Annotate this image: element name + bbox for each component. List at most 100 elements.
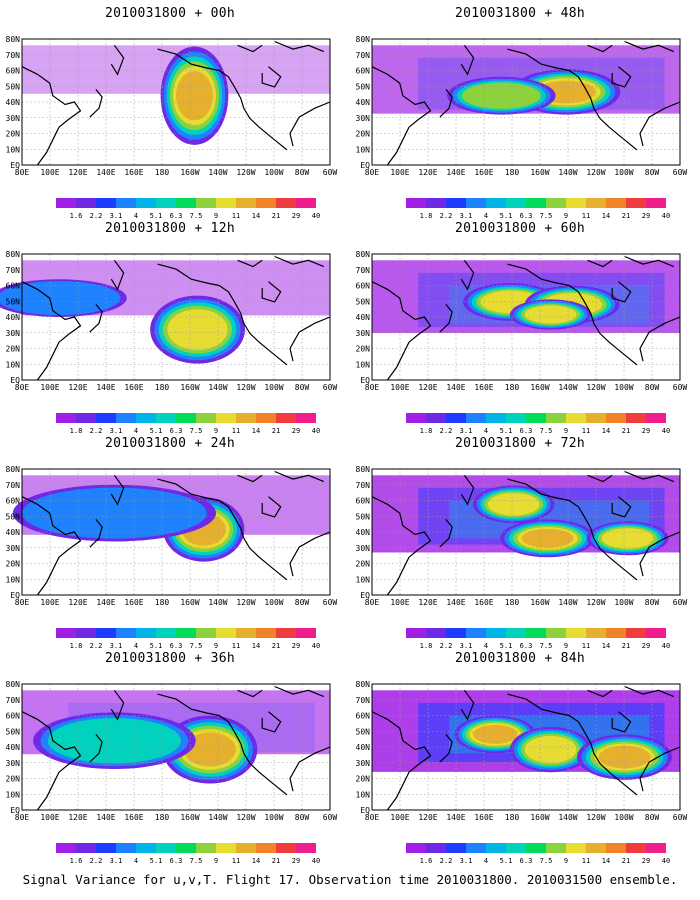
- colorbar-swatch: [296, 843, 316, 853]
- lat-label: 70N: [6, 266, 21, 275]
- lat-label: 10N: [356, 360, 371, 369]
- colorbar-label: 21: [272, 427, 280, 435]
- lon-label: 100E: [40, 168, 59, 177]
- colorbar-swatch: [646, 628, 666, 638]
- lon-label: 100E: [390, 598, 409, 607]
- colorbar-label: 2.2: [90, 642, 103, 650]
- colorbar-label: 1.6: [70, 857, 83, 865]
- colorbar-label: 2.2: [90, 857, 103, 865]
- colorbar-label: 29: [292, 642, 300, 650]
- lat-label: 20N: [6, 560, 21, 569]
- lat-label: EQ: [10, 806, 20, 815]
- colorbar-label: 9: [214, 857, 218, 865]
- colorbar-swatch: [406, 843, 426, 853]
- lat-label: 70N: [6, 481, 21, 490]
- lat-label: 70N: [356, 481, 371, 490]
- lon-label: 120W: [236, 383, 255, 392]
- coastlines: [21, 255, 331, 381]
- lon-label: 180: [505, 383, 520, 392]
- lon-label: 120W: [586, 168, 605, 177]
- colorbar-swatch: [606, 843, 626, 853]
- colorbar-label: 9: [564, 427, 568, 435]
- colorbar-swatch: [216, 413, 236, 423]
- lat-label: 20N: [356, 130, 371, 139]
- coastlines: [371, 255, 681, 381]
- colorbar-swatch: [96, 843, 116, 853]
- lat-label: 40N: [356, 528, 371, 537]
- map-panel-0: 2010031800 + 00h 80N 70N 60N 50N 40N 30N 20N 10N…: [0, 6, 340, 221]
- colorbar-swatch: [56, 628, 76, 638]
- colorbar-label: 4: [484, 212, 488, 220]
- lon-label: 80E: [15, 813, 30, 822]
- lat-label: 50N: [6, 297, 21, 306]
- colorbar-label: 7.5: [190, 212, 203, 220]
- map-area: 80N 70N 60N 50N 40N 30N 20N 10N EQ 80E 100E 120E 140…: [0, 250, 340, 392]
- lon-label: 60W: [323, 598, 338, 607]
- colorbar-swatch: [406, 198, 426, 208]
- colorbar-label: 2.2: [440, 857, 453, 865]
- colorbar-swatch: [76, 843, 96, 853]
- colorbar-label: 6.3: [520, 857, 533, 865]
- colorbar-swatch: [506, 413, 526, 423]
- lat-label: 60N: [356, 282, 371, 291]
- colorbar-swatch: [486, 628, 506, 638]
- lon-label: 160E: [474, 813, 493, 822]
- colorbar-swatch: [566, 413, 586, 423]
- graticule: [372, 684, 680, 810]
- colorbar-label: 3.1: [460, 642, 473, 650]
- lon-label: 180: [155, 383, 170, 392]
- colorbar-label: 40: [662, 642, 670, 650]
- lat-label: 10N: [6, 145, 21, 154]
- lat-label: 10N: [6, 360, 21, 369]
- colorbar-label: 7.5: [190, 857, 203, 865]
- colorbar-swatch: [546, 198, 566, 208]
- colorbar-swatch: [646, 843, 666, 853]
- colorbar-label: 1.8: [70, 427, 83, 435]
- colorbar: 1.6 2.2 3.1 4 5.1 6.3 7.5 9 11 14 21 29 40: [0, 843, 340, 869]
- graticule: [372, 469, 680, 595]
- lon-label: 100E: [390, 813, 409, 822]
- lon-label: 80W: [295, 598, 310, 607]
- colorbar-swatch: [446, 413, 466, 423]
- lon-label: 80W: [645, 168, 660, 177]
- lat-label: 50N: [6, 727, 21, 736]
- lon-label: 120E: [418, 813, 437, 822]
- lon-label: 180: [155, 598, 170, 607]
- colorbar: 1.6 2.2 3.1 4 5.1 6.3 7.5 9 11 14 21 29 40: [350, 843, 690, 869]
- colorbar-label: 1.8: [420, 212, 433, 220]
- colorbar-label: 6.3: [520, 212, 533, 220]
- lat-label: 70N: [356, 51, 371, 60]
- colorbar-swatch: [446, 198, 466, 208]
- lon-label: 160W: [180, 813, 199, 822]
- colorbar-swatch: [506, 198, 526, 208]
- colorbar-label: 6.3: [170, 642, 183, 650]
- colorbar-label: 2.2: [90, 427, 103, 435]
- colorbar-swatch: [196, 198, 216, 208]
- colorbar-swatch: [116, 628, 136, 638]
- colorbar-swatch: [156, 628, 176, 638]
- colorbar-swatch: [586, 198, 606, 208]
- lat-label: 60N: [6, 712, 21, 721]
- colorbar-label: 40: [312, 427, 320, 435]
- colorbar-swatch: [136, 843, 156, 853]
- map-area: 80N 70N 60N 50N 40N 30N 20N 10N EQ 80E 100E 120E 140…: [0, 35, 340, 177]
- colorbar-label: 9: [564, 642, 568, 650]
- colorbar-label: 4: [134, 642, 138, 650]
- colorbar-swatch: [526, 413, 546, 423]
- coastlines: [371, 40, 681, 166]
- lon-label: 160W: [180, 383, 199, 392]
- colorbar-swatch: [606, 198, 626, 208]
- colorbar-swatch: [196, 413, 216, 423]
- lon-label: 120W: [236, 168, 255, 177]
- lon-label: 140E: [446, 383, 465, 392]
- colorbar-swatch: [256, 628, 276, 638]
- lon-label: 140W: [208, 168, 227, 177]
- lon-label: 80E: [365, 598, 380, 607]
- colorbar-label: 11: [232, 212, 240, 220]
- colorbar-label: 7.5: [540, 212, 553, 220]
- lat-label: 70N: [356, 266, 371, 275]
- colorbar-swatch: [136, 413, 156, 423]
- colorbar-label: 14: [252, 212, 260, 220]
- lon-label: 60W: [673, 168, 688, 177]
- colorbar-swatch: [136, 198, 156, 208]
